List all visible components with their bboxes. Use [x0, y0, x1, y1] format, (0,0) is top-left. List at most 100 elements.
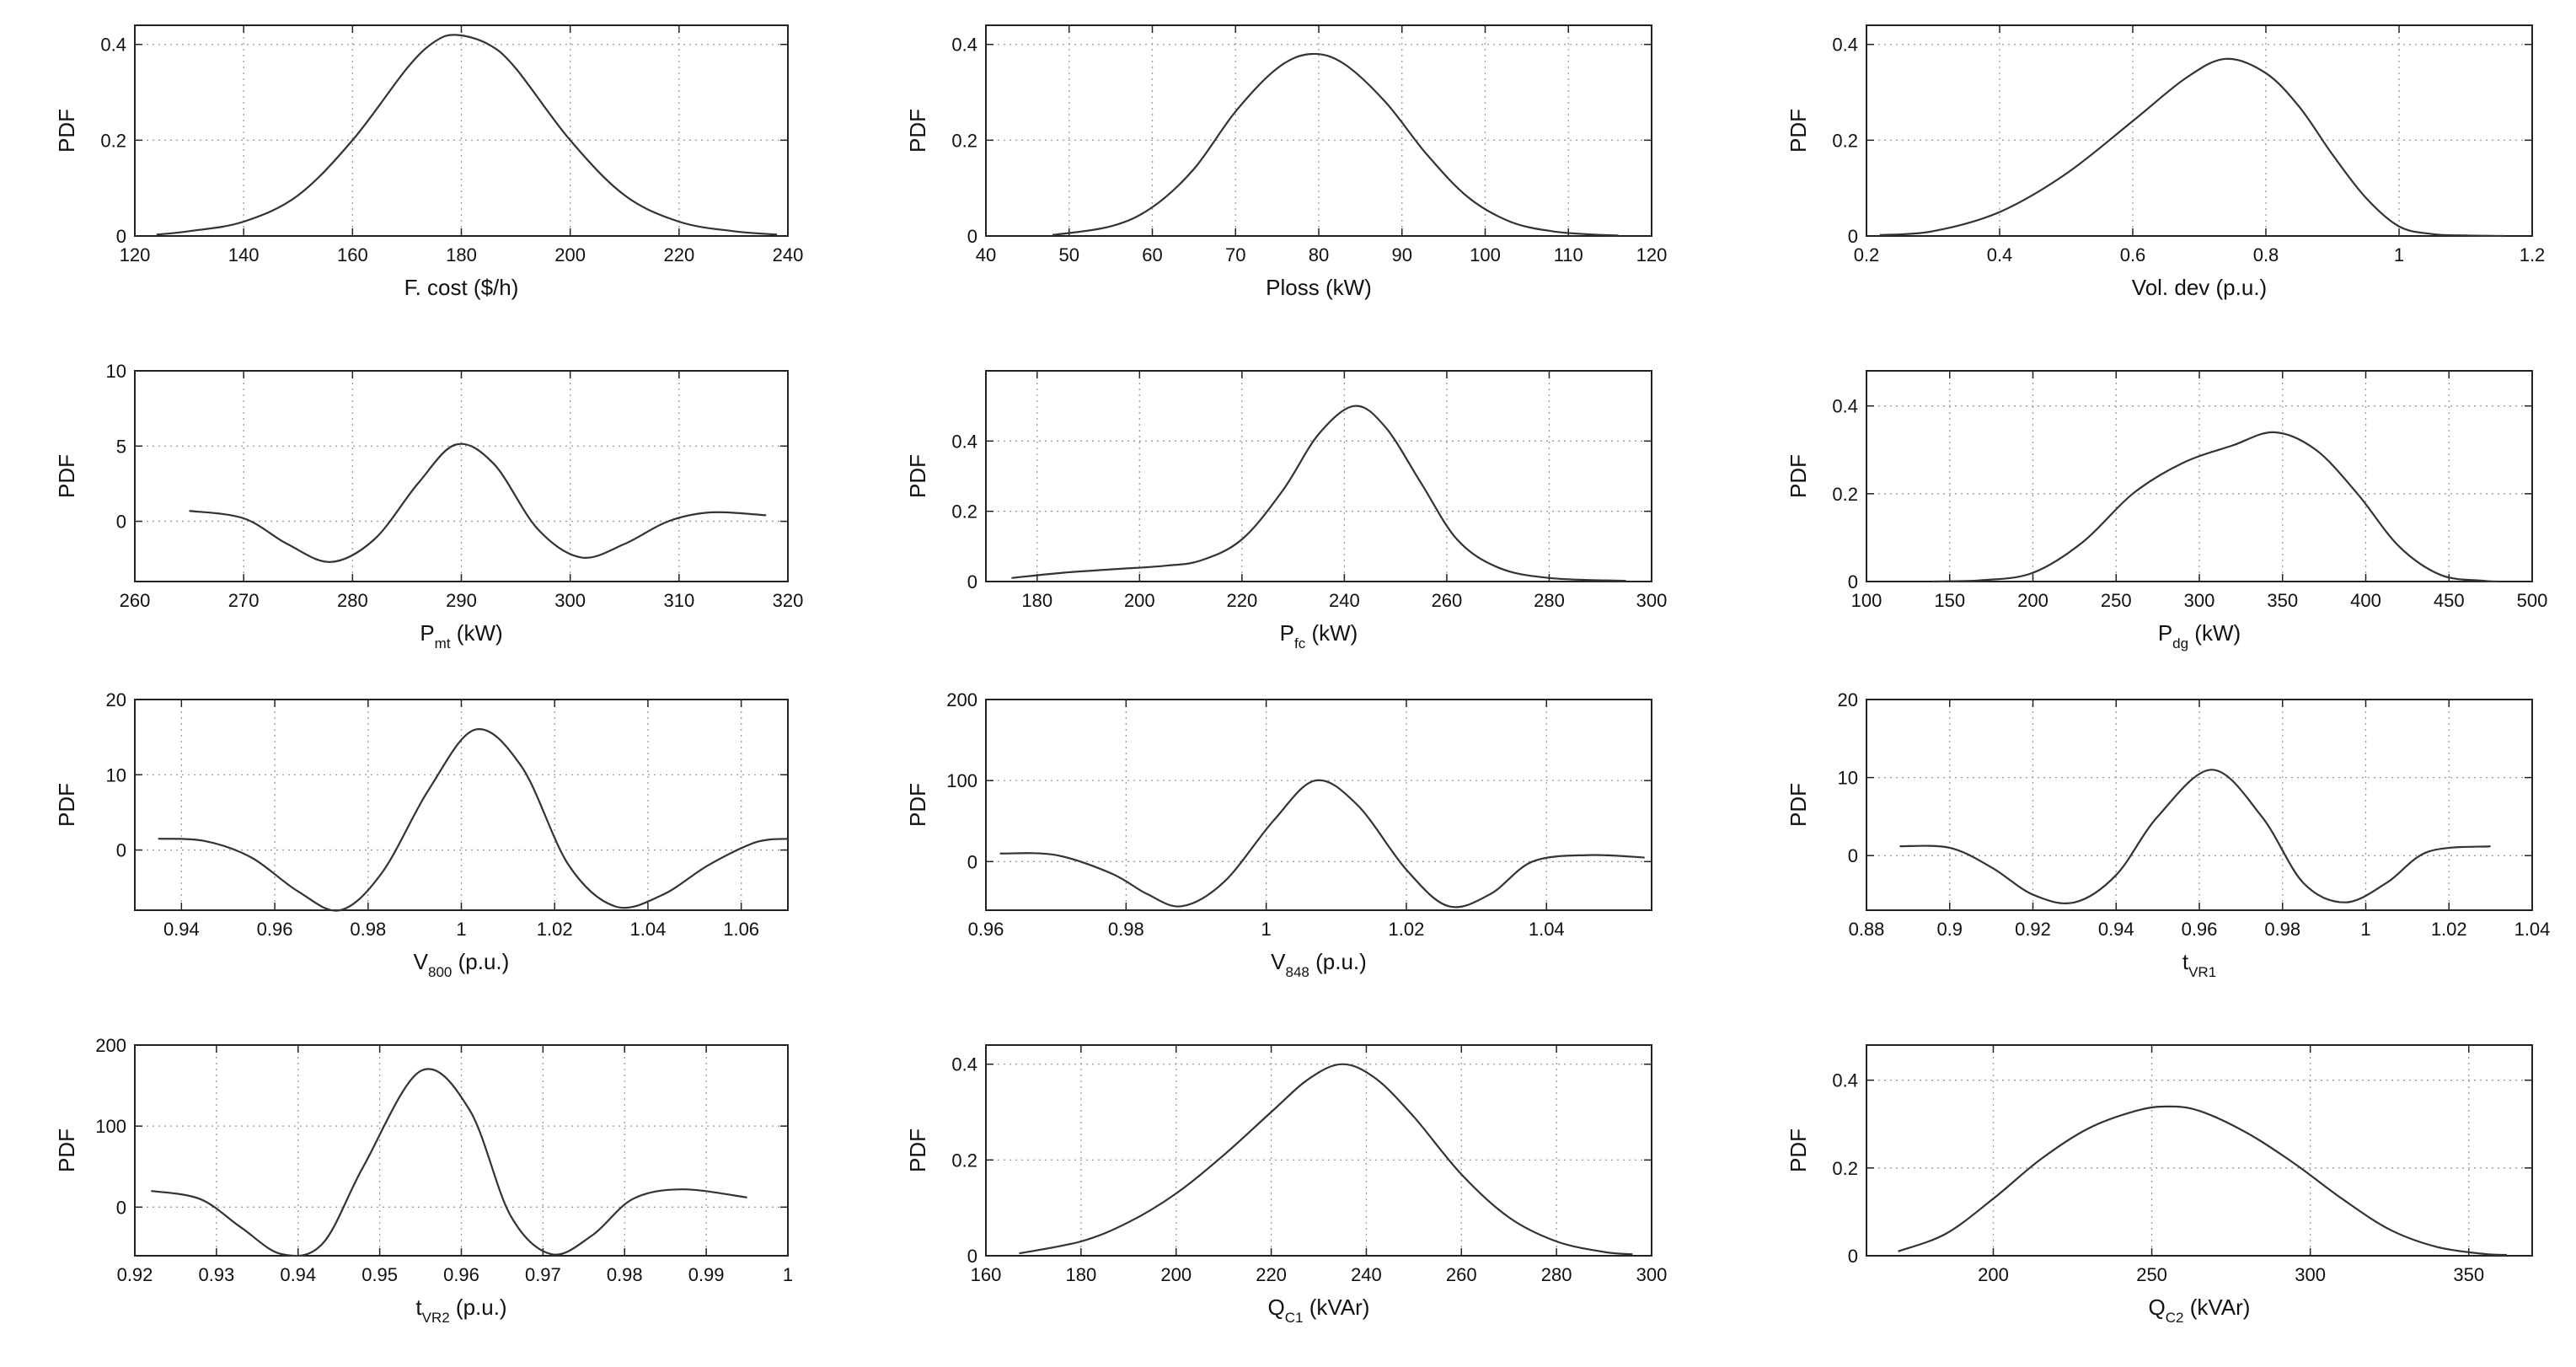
x-tick-label: 200: [1124, 590, 1155, 611]
x-tick-label: 250: [2136, 1264, 2167, 1285]
axes-box: [985, 1044, 1652, 1257]
x-axis-label-part: Ploss (kW): [1266, 275, 1372, 300]
axes-box: [1866, 24, 2533, 237]
y-tick-label: 0.4: [951, 1054, 977, 1075]
x-tick-label: 160: [337, 244, 368, 265]
x-tick-label: 220: [1256, 1264, 1287, 1285]
chart-panel-6: 100 150 200 250 300 350 400 450 500 0 0.2 0.4 PDF Pdg…: [1786, 370, 2547, 651]
x-tick-label: 300: [1636, 1264, 1668, 1285]
x-tick-label: 80: [1309, 244, 1329, 265]
y-tick-label: 0: [967, 1246, 977, 1267]
x-tick-label: 180: [1021, 590, 1052, 611]
x-axis-label: tVR2 (p.u.): [415, 1295, 506, 1326]
x-axis-label-subscript: 800: [428, 964, 452, 980]
x-tick-label: 0.94: [163, 919, 200, 940]
y-axis-label: PDF: [1786, 783, 1811, 827]
x-tick-label: 140: [228, 244, 260, 265]
y-tick-label: 0.2: [1832, 130, 1858, 151]
x-tick-label: 0.92: [117, 1264, 153, 1285]
x-axis-label: Vol. dev (p.u.): [2132, 275, 2267, 300]
y-axis-label: PDF: [54, 783, 79, 827]
y-axis-label: PDF: [905, 783, 930, 827]
y-axis-label: PDF: [54, 109, 79, 153]
pdf-curve: [1932, 431, 2499, 583]
x-axis-label-part: (kVAr): [1304, 1295, 1370, 1320]
x-axis-label: F. cost ($/h): [404, 275, 519, 300]
x-tick-label: 310: [663, 590, 694, 611]
x-tick-label: 300: [2184, 590, 2215, 611]
x-tick-label: 1.04: [1529, 919, 1565, 940]
x-tick-label: 90: [1392, 244, 1412, 265]
x-axis-label-subscript: C2: [2166, 1310, 2184, 1326]
x-tick-label: 1: [1261, 919, 1272, 940]
axes-box: [985, 370, 1652, 582]
x-tick-label: 1.04: [2514, 919, 2551, 940]
x-axis-label-part: P: [420, 620, 434, 646]
y-axis-label: PDF: [905, 109, 930, 153]
x-tick-label: 1.02: [2431, 919, 2467, 940]
pdf-curve: [151, 1068, 747, 1257]
y-axis-label: PDF: [54, 454, 79, 498]
x-tick-label: 0.96: [257, 919, 293, 940]
x-axis-label-part: (kW): [1305, 620, 1358, 646]
x-tick-label: 110: [1554, 244, 1583, 265]
y-tick-label: 0.4: [951, 431, 977, 452]
x-tick-label: 300: [1636, 590, 1668, 611]
y-tick-label: 0: [116, 512, 126, 533]
x-axis-label-subscript: C1: [1285, 1310, 1304, 1326]
x-axis-label-part: Vol. dev (p.u.): [2132, 275, 2267, 300]
y-tick-label: 100: [946, 770, 977, 791]
x-axis-label-subscript: 848: [1286, 964, 1309, 980]
pdf-curve: [1898, 1105, 2507, 1257]
x-tick-label: 1.04: [630, 919, 667, 940]
x-tick-label: 280: [1541, 1264, 1572, 1285]
y-axis-label: PDF: [905, 454, 930, 498]
y-tick-label: 0.2: [1832, 484, 1858, 505]
chart-panel-9: 0.88 0.9 0.92 0.94 0.96 0.98 1 1.02 1.04 0 10 20 PDF…: [1786, 689, 2550, 980]
y-tick-label: 10: [106, 764, 126, 785]
pdf-curve: [1052, 52, 1619, 237]
x-tick-label: 290: [446, 590, 477, 611]
x-tick-label: 0.99: [688, 1264, 725, 1285]
pdf-curve: [1011, 405, 1626, 582]
x-tick-label: 240: [1351, 1264, 1382, 1285]
x-tick-label: 260: [1432, 590, 1463, 611]
y-tick-label: 0: [1848, 1246, 1858, 1267]
x-tick-label: 300: [2295, 1264, 2326, 1285]
x-tick-label: 270: [228, 590, 260, 611]
x-tick-label: 50: [1059, 244, 1079, 265]
y-tick-label: 0.2: [1832, 1158, 1858, 1179]
x-axis-label-part: (kW): [451, 620, 503, 646]
x-tick-label: 0.94: [280, 1264, 316, 1285]
axes-box: [1866, 370, 2533, 582]
x-tick-label: 450: [2434, 590, 2465, 611]
x-tick-label: 0.94: [2098, 919, 2134, 940]
chart-panel-10: 0.92 0.93 0.94 0.95 0.96 0.97 0.98 0.99 1 0 100 200…: [54, 1035, 793, 1326]
chart-panel-7: 0.94 0.96 0.98 1 1.02 1.04 1.06 0 10 20 PDF V800 (p…: [54, 689, 789, 980]
x-tick-label: 0.4: [1987, 244, 2013, 265]
x-axis-label: V848 (p.u.): [1271, 949, 1367, 980]
x-tick-label: 240: [1329, 590, 1360, 611]
axes-box: [1866, 699, 2533, 911]
x-tick-label: 1.02: [1389, 919, 1425, 940]
axes-box: [134, 1044, 789, 1257]
x-tick-label: 220: [663, 244, 694, 265]
axes-box: [134, 24, 789, 237]
x-tick-label: 250: [2101, 590, 2132, 611]
x-axis-label: tVR1: [2182, 949, 2216, 980]
x-tick-label: 280: [1534, 590, 1565, 611]
y-tick-label: 0.2: [951, 501, 977, 523]
y-tick-label: 5: [116, 436, 126, 457]
x-axis-label-part: V: [1271, 949, 1286, 974]
y-tick-label: 10: [106, 361, 126, 382]
x-tick-label: 0.8: [2253, 244, 2279, 265]
x-tick-label: 320: [773, 590, 804, 611]
x-axis-label-part: F. cost ($/h): [404, 275, 519, 300]
x-tick-label: 350: [2453, 1264, 2484, 1285]
x-tick-label: 60: [1142, 244, 1162, 265]
axes-box: [985, 24, 1652, 237]
x-axis-label: V800 (p.u.): [414, 949, 510, 980]
chart-panel-8: 0.96 0.98 1 1.02 1.04 0 100 200 PDF V848 (p.u.): [905, 689, 1652, 980]
x-tick-label: 0.97: [525, 1264, 561, 1285]
